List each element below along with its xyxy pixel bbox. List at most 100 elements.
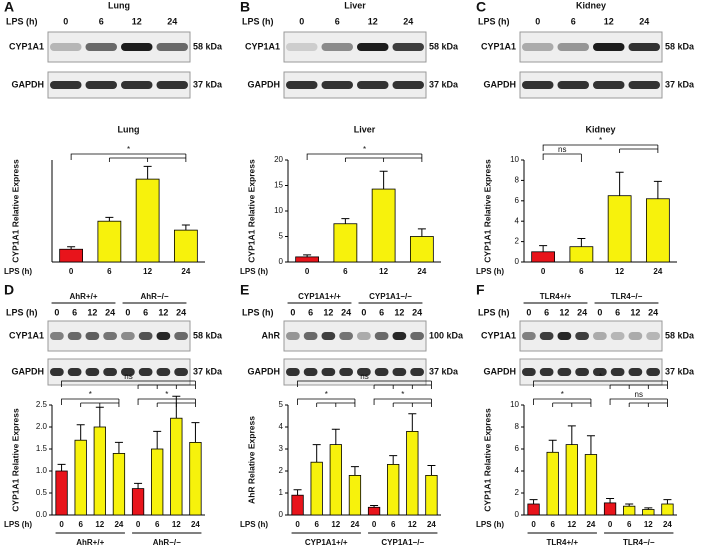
- band: [321, 81, 353, 89]
- x-tick-label: 6: [550, 520, 555, 529]
- x-tick-label: 24: [350, 520, 359, 529]
- bar: [367, 506, 381, 516]
- y-tick-label: 3: [279, 444, 284, 453]
- band: [156, 332, 171, 340]
- x-tick-label: 12: [615, 267, 624, 276]
- bar: [584, 454, 598, 516]
- panel-letter: D: [4, 282, 14, 298]
- x-tick-label: 24: [181, 267, 190, 276]
- band: [610, 332, 625, 340]
- significance-bracket: [533, 380, 668, 389]
- error-bar: [379, 170, 388, 190]
- group-label: AhR+/+: [76, 538, 104, 547]
- significance-bracket: [306, 153, 423, 162]
- band: [339, 368, 353, 376]
- significance-bracket: [70, 153, 187, 162]
- size-label: 58 kDa: [665, 330, 695, 340]
- error-bar: [134, 482, 143, 489]
- error-bar: [567, 425, 576, 445]
- bar: [565, 444, 578, 516]
- bar: [387, 463, 400, 516]
- error-bar: [76, 424, 85, 441]
- x-axis-label: LPS (h): [240, 520, 268, 529]
- x-tick-label: 6: [627, 520, 632, 529]
- band: [374, 368, 389, 376]
- error-bar: [303, 254, 312, 257]
- size-label: 37 kDa: [429, 366, 459, 376]
- size-label: 58 kDa: [429, 41, 459, 51]
- significance-bracket: [542, 153, 582, 162]
- error-bar: [529, 499, 538, 504]
- y-tick-label: 0: [515, 257, 520, 266]
- lane-label: 12: [368, 16, 378, 26]
- band: [321, 332, 336, 340]
- band: [85, 332, 100, 340]
- significance-bracket: [297, 398, 356, 407]
- lane-label: 6: [99, 16, 104, 26]
- x-tick-label: 12: [408, 520, 417, 529]
- band: [303, 368, 318, 376]
- band: [50, 368, 64, 376]
- band: [557, 81, 589, 89]
- panel-letter: C: [476, 0, 486, 15]
- lane-label: 24: [105, 307, 115, 317]
- x-tick-label: 24: [427, 520, 436, 529]
- y-tick-label: 2.5: [36, 400, 48, 409]
- y-tick-label: 0: [279, 257, 284, 266]
- group-label: TLR4−/−: [611, 292, 643, 301]
- y-tick-label: 0.5: [36, 488, 48, 497]
- y-axis-label: CYP1A1 Relative Express: [246, 159, 256, 263]
- protein-label: CYP1A1: [481, 330, 516, 340]
- band: [174, 368, 188, 376]
- significance-bracket: [609, 398, 668, 407]
- error-bar: [114, 441, 123, 454]
- band: [286, 81, 318, 89]
- y-tick-label: 2: [515, 237, 520, 246]
- x-tick-label: 24: [653, 267, 662, 276]
- lane-label: 0: [526, 307, 531, 317]
- lane-label: 0: [125, 307, 130, 317]
- band: [593, 332, 607, 340]
- bar: [310, 461, 323, 516]
- band: [539, 368, 554, 376]
- group-label: CYP1A1+/+: [298, 292, 341, 301]
- error-bar: [181, 224, 190, 231]
- protein-label: AhR: [262, 330, 281, 340]
- x-axis-label: LPS (h): [4, 520, 32, 529]
- annotation: *: [325, 390, 328, 399]
- y-axis-label: CYP1A1 Relative Express: [10, 159, 20, 263]
- x-axis-label: LPS (h): [240, 267, 268, 276]
- lps-label: LPS (h): [478, 307, 510, 317]
- x-tick-label: 6: [78, 520, 83, 529]
- band: [575, 332, 589, 340]
- group-label: TLR4+/+: [540, 292, 572, 301]
- error-bar: [105, 216, 114, 222]
- bar: [642, 509, 655, 516]
- lane-label: 6: [72, 307, 77, 317]
- error-bar: [153, 430, 162, 449]
- bar: [569, 246, 594, 263]
- y-tick-label: 8: [515, 422, 520, 431]
- band: [522, 81, 554, 89]
- significance-bracket: [542, 144, 659, 153]
- size-label: 37 kDa: [665, 79, 695, 89]
- band: [522, 368, 536, 376]
- lane-label: 24: [577, 307, 587, 317]
- band: [392, 368, 407, 376]
- bar: [646, 198, 670, 263]
- lane-label: 6: [544, 307, 549, 317]
- band: [121, 43, 153, 51]
- lane-label: 12: [158, 307, 168, 317]
- group-label: TLR4+/+: [546, 538, 578, 547]
- y-axis-label: AhR Relative Express: [246, 416, 256, 504]
- annotation: *: [127, 145, 130, 154]
- significance-bracket: [533, 398, 592, 407]
- bar: [291, 494, 304, 516]
- band: [357, 81, 389, 89]
- error-bar: [370, 505, 379, 508]
- x-tick-label: 24: [114, 520, 123, 529]
- annotation: ns: [558, 145, 566, 154]
- lane-label: 24: [412, 307, 422, 317]
- lane-label: 12: [132, 16, 142, 26]
